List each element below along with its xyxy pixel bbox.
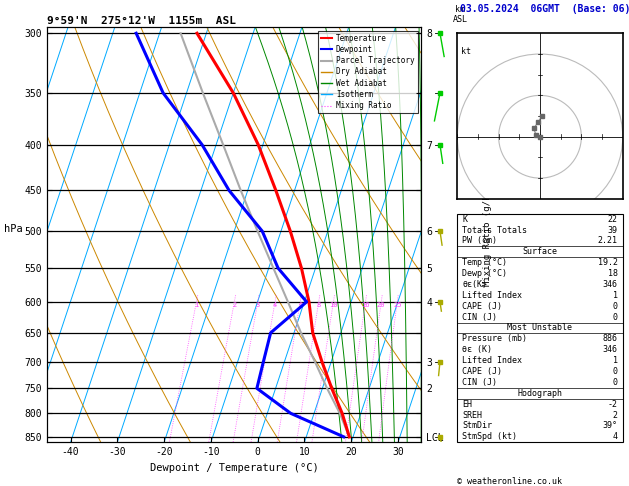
Text: Dewp (°C): Dewp (°C) [462,269,507,278]
Text: 19.2: 19.2 [598,258,618,267]
Text: km
ASL: km ASL [453,4,468,24]
Text: CAPE (J): CAPE (J) [462,302,502,311]
Text: Most Unstable: Most Unstable [508,324,572,332]
Text: 886: 886 [603,334,618,344]
Text: 2: 2 [613,411,618,419]
Text: 20: 20 [377,302,386,308]
Text: 39°: 39° [603,421,618,431]
Text: CIN (J): CIN (J) [462,312,498,322]
Text: Hodograph: Hodograph [518,389,562,398]
Text: 03.05.2024  06GMT  (Base: 06): 03.05.2024 06GMT (Base: 06) [460,4,629,14]
Text: CIN (J): CIN (J) [462,378,498,387]
Text: StmSpd (kt): StmSpd (kt) [462,433,517,441]
Text: 0: 0 [613,367,618,376]
Text: 1: 1 [194,302,199,308]
Text: 2: 2 [232,302,237,308]
Text: 10: 10 [329,302,338,308]
Text: 18: 18 [608,269,618,278]
Text: 0: 0 [613,302,618,311]
Text: StmDir: StmDir [462,421,493,431]
Text: 346: 346 [603,345,618,354]
Text: Totals Totals: Totals Totals [462,226,527,235]
Text: Lifted Index: Lifted Index [462,291,522,300]
Text: θε (K): θε (K) [462,345,493,354]
Text: 39: 39 [608,226,618,235]
Text: kt: kt [462,47,471,56]
Y-axis label: hPa: hPa [4,225,23,235]
Text: 1: 1 [613,291,618,300]
Text: 1: 1 [613,356,618,365]
Text: SREH: SREH [462,411,482,419]
X-axis label: Dewpoint / Temperature (°C): Dewpoint / Temperature (°C) [150,463,319,473]
Text: CAPE (J): CAPE (J) [462,367,502,376]
Text: 4: 4 [613,433,618,441]
Text: © weatheronline.co.uk: © weatheronline.co.uk [457,477,562,486]
Text: K: K [462,215,467,224]
Text: 0: 0 [613,312,618,322]
Text: 3: 3 [255,302,260,308]
Text: EH: EH [462,399,472,409]
Text: 0: 0 [613,378,618,387]
Text: Lifted Index: Lifted Index [462,356,522,365]
Text: 9°59'N  275°12'W  1155m  ASL: 9°59'N 275°12'W 1155m ASL [47,16,236,26]
Text: 4: 4 [273,302,277,308]
Text: 16: 16 [361,302,370,308]
Text: 8: 8 [316,302,321,308]
Text: PW (cm): PW (cm) [462,236,498,245]
Text: Pressure (mb): Pressure (mb) [462,334,527,344]
Text: 6: 6 [298,302,303,308]
Legend: Temperature, Dewpoint, Parcel Trajectory, Dry Adiabat, Wet Adiabat, Isotherm, Mi: Temperature, Dewpoint, Parcel Trajectory… [318,31,418,113]
Text: 22: 22 [608,215,618,224]
Text: -2: -2 [608,399,618,409]
Text: Temp (°C): Temp (°C) [462,258,507,267]
Text: 25: 25 [393,302,401,308]
Y-axis label: Mixing Ratio (g/kg): Mixing Ratio (g/kg) [483,183,492,286]
Text: θε(K): θε(K) [462,280,487,289]
Text: Surface: Surface [523,247,557,256]
Text: 346: 346 [603,280,618,289]
Text: 2.21: 2.21 [598,236,618,245]
